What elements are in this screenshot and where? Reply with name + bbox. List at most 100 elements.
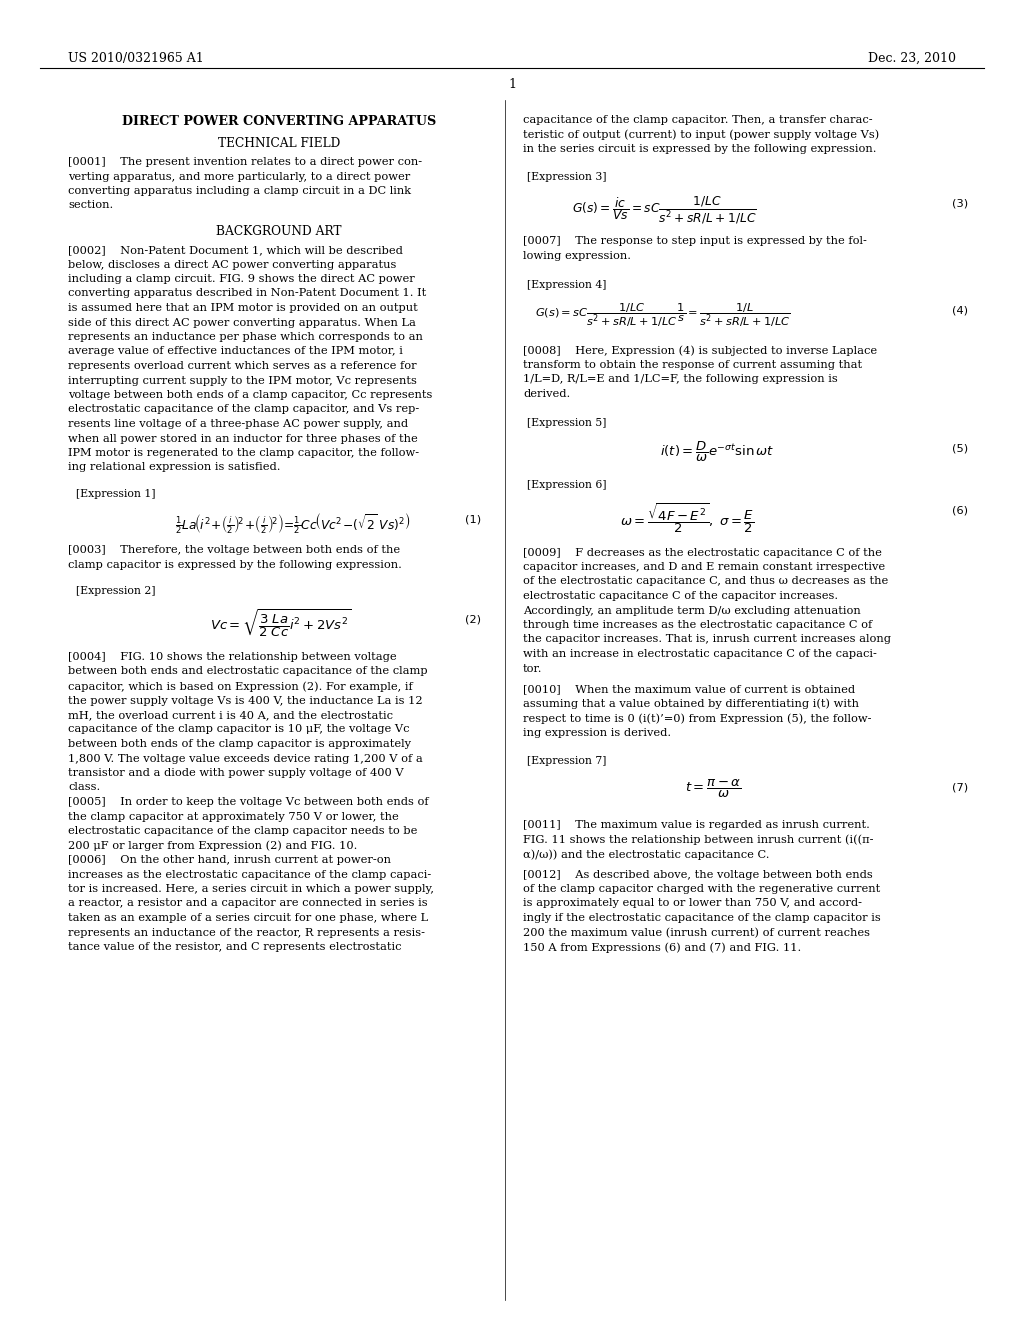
Text: in the series circuit is expressed by the following expression.: in the series circuit is expressed by th… xyxy=(523,144,877,154)
Text: [0010]    When the maximum value of current is obtained: [0010] When the maximum value of current… xyxy=(523,684,855,694)
Text: 200 the maximum value (inrush current) of current reaches: 200 the maximum value (inrush current) o… xyxy=(523,928,870,937)
Text: (7): (7) xyxy=(952,781,968,792)
Text: [0006]    On the other hand, inrush current at power-on: [0006] On the other hand, inrush current… xyxy=(68,855,391,865)
Text: capacitor increases, and D and E remain constant irrespective: capacitor increases, and D and E remain … xyxy=(523,562,885,572)
Text: including a clamp circuit. FIG. 9 shows the direct AC power: including a clamp circuit. FIG. 9 shows … xyxy=(68,275,415,284)
Text: α)/ω)) and the electrostatic capacitance C.: α)/ω)) and the electrostatic capacitance… xyxy=(523,849,769,859)
Text: side of this direct AC power converting apparatus. When La: side of this direct AC power converting … xyxy=(68,318,416,327)
Text: [0003]    Therefore, the voltage between both ends of the: [0003] Therefore, the voltage between bo… xyxy=(68,545,400,554)
Text: [Expression 2]: [Expression 2] xyxy=(76,586,156,597)
Text: [0007]    The response to step input is expressed by the fol-: [0007] The response to step input is exp… xyxy=(523,236,867,247)
Text: 1: 1 xyxy=(508,78,516,91)
Text: tor is increased. Here, a series circuit in which a power supply,: tor is increased. Here, a series circuit… xyxy=(68,884,434,894)
Text: of the electrostatic capacitance C, and thus ω decreases as the: of the electrostatic capacitance C, and … xyxy=(523,577,888,586)
Text: [Expression 1]: [Expression 1] xyxy=(76,488,156,499)
Text: assuming that a value obtained by differentiating i(t) with: assuming that a value obtained by differ… xyxy=(523,698,859,709)
Text: the clamp capacitor at approximately 750 V or lower, the: the clamp capacitor at approximately 750… xyxy=(68,812,398,821)
Text: [0005]    In order to keep the voltage Vc between both ends of: [0005] In order to keep the voltage Vc b… xyxy=(68,797,429,807)
Text: increases as the electrostatic capacitance of the clamp capaci-: increases as the electrostatic capacitan… xyxy=(68,870,431,879)
Text: [0012]    As described above, the voltage between both ends: [0012] As described above, the voltage b… xyxy=(523,870,872,879)
Text: (5): (5) xyxy=(952,444,968,454)
Text: capacitor, which is based on Expression (2). For example, if: capacitor, which is based on Expression … xyxy=(68,681,413,692)
Text: [Expression 4]: [Expression 4] xyxy=(527,280,606,289)
Text: represents overload current which serves as a reference for: represents overload current which serves… xyxy=(68,360,417,371)
Text: transform to obtain the response of current assuming that: transform to obtain the response of curr… xyxy=(523,360,862,370)
Text: [0002]    Non-Patent Document 1, which will be described: [0002] Non-Patent Document 1, which will… xyxy=(68,246,402,255)
Text: through time increases as the electrostatic capacitance C of: through time increases as the electrosta… xyxy=(523,620,872,630)
Text: [0011]    The maximum value is regarded as inrush current.: [0011] The maximum value is regarded as … xyxy=(523,820,869,830)
Text: [Expression 3]: [Expression 3] xyxy=(527,173,606,182)
Text: $\frac{1}{2}La\!\left(i^2\!+\!\left(\frac{i}{2}\right)^{\!2}\!+\!\left(\frac{i}{: $\frac{1}{2}La\!\left(i^2\!+\!\left(\fra… xyxy=(175,511,411,536)
Text: respect to time is 0 (i(t)’=0) from Expression (5), the follow-: respect to time is 0 (i(t)’=0) from Expr… xyxy=(523,713,871,723)
Text: Dec. 23, 2010: Dec. 23, 2010 xyxy=(868,51,956,65)
Text: tance value of the resistor, and C represents electrostatic: tance value of the resistor, and C repre… xyxy=(68,942,401,952)
Text: 1/L=D, R/L=E and 1/LC=F, the following expression is: 1/L=D, R/L=E and 1/LC=F, the following e… xyxy=(523,375,838,384)
Text: (2): (2) xyxy=(465,614,481,624)
Text: verting apparatus, and more particularly, to a direct power: verting apparatus, and more particularly… xyxy=(68,172,411,181)
Text: [Expression 5]: [Expression 5] xyxy=(527,417,606,428)
Text: Accordingly, an amplitude term D/ω excluding attenuation: Accordingly, an amplitude term D/ω exclu… xyxy=(523,606,861,615)
Text: of the clamp capacitor charged with the regenerative current: of the clamp capacitor charged with the … xyxy=(523,884,881,894)
Text: $G(s) = sC\dfrac{1/LC}{s^2+sR/L+1/LC}\dfrac{1}{s} = \dfrac{1/L}{s^2+sR/L+1/LC}$: $G(s) = sC\dfrac{1/LC}{s^2+sR/L+1/LC}\df… xyxy=(535,301,791,329)
Text: represents an inductance per phase which corresponds to an: represents an inductance per phase which… xyxy=(68,333,423,342)
Text: voltage between both ends of a clamp capacitor, Cc represents: voltage between both ends of a clamp cap… xyxy=(68,389,432,400)
Text: $\omega = \dfrac{\sqrt{4F-E^2}}{2},\;\sigma = \dfrac{E}{2}$: $\omega = \dfrac{\sqrt{4F-E^2}}{2},\;\si… xyxy=(620,502,754,536)
Text: $Vc = \sqrt{\dfrac{3\;La}{2\;Cc}i^2 + 2Vs^2}$: $Vc = \sqrt{\dfrac{3\;La}{2\;Cc}i^2 + 2V… xyxy=(210,609,351,640)
Text: ing relational expression is satisfied.: ing relational expression is satisfied. xyxy=(68,462,281,473)
Text: ingly if the electrostatic capacitance of the clamp capacitor is: ingly if the electrostatic capacitance o… xyxy=(523,913,881,923)
Text: teristic of output (current) to input (power supply voltage Vs): teristic of output (current) to input (p… xyxy=(523,129,880,140)
Text: electrostatic capacitance of the clamp capacitor needs to be: electrostatic capacitance of the clamp c… xyxy=(68,826,418,836)
Text: when all power stored in an inductor for three phases of the: when all power stored in an inductor for… xyxy=(68,433,418,444)
Text: the capacitor increases. That is, inrush current increases along: the capacitor increases. That is, inrush… xyxy=(523,635,891,644)
Text: [0004]    FIG. 10 shows the relationship between voltage: [0004] FIG. 10 shows the relationship be… xyxy=(68,652,396,663)
Text: 1,800 V. The voltage value exceeds device rating 1,200 V of a: 1,800 V. The voltage value exceeds devic… xyxy=(68,754,423,763)
Text: with an increase in electrostatic capacitance C of the capaci-: with an increase in electrostatic capaci… xyxy=(523,649,877,659)
Text: electrostatic capacitance C of the capacitor increases.: electrostatic capacitance C of the capac… xyxy=(523,591,838,601)
Text: resents line voltage of a three-phase AC power supply, and: resents line voltage of a three-phase AC… xyxy=(68,418,409,429)
Text: DIRECT POWER CONVERTING APPARATUS: DIRECT POWER CONVERTING APPARATUS xyxy=(122,115,436,128)
Text: class.: class. xyxy=(68,783,100,792)
Text: between both ends and electrostatic capacitance of the clamp: between both ends and electrostatic capa… xyxy=(68,667,428,676)
Text: $i(t) = \dfrac{D}{\omega}e^{-\sigma t}\sin\omega t$: $i(t) = \dfrac{D}{\omega}e^{-\sigma t}\s… xyxy=(660,440,774,463)
Text: [0009]    F decreases as the electrostatic capacitance C of the: [0009] F decreases as the electrostatic … xyxy=(523,548,882,557)
Text: [Expression 6]: [Expression 6] xyxy=(527,479,606,490)
Text: a reactor, a resistor and a capacitor are connected in series is: a reactor, a resistor and a capacitor ar… xyxy=(68,899,428,908)
Text: converting apparatus including a clamp circuit in a DC link: converting apparatus including a clamp c… xyxy=(68,186,411,195)
Text: clamp capacitor is expressed by the following expression.: clamp capacitor is expressed by the foll… xyxy=(68,560,401,569)
Text: transistor and a diode with power supply voltage of 400 V: transistor and a diode with power supply… xyxy=(68,768,403,777)
Text: converting apparatus described in Non-Patent Document 1. It: converting apparatus described in Non-Pa… xyxy=(68,289,426,298)
Text: section.: section. xyxy=(68,201,114,210)
Text: [0001]    The present invention relates to a direct power con-: [0001] The present invention relates to … xyxy=(68,157,422,168)
Text: average value of effective inductances of the IPM motor, i: average value of effective inductances o… xyxy=(68,346,402,356)
Text: represents an inductance of the reactor, R represents a resis-: represents an inductance of the reactor,… xyxy=(68,928,425,937)
Text: 150 A from Expressions (6) and (7) and FIG. 11.: 150 A from Expressions (6) and (7) and F… xyxy=(523,942,801,953)
Text: [0008]    Here, Expression (4) is subjected to inverse Laplace: [0008] Here, Expression (4) is subjected… xyxy=(523,346,878,356)
Text: (3): (3) xyxy=(952,198,968,209)
Text: capacitance of the clamp capacitor. Then, a transfer charac-: capacitance of the clamp capacitor. Then… xyxy=(523,115,872,125)
Text: below, discloses a direct AC power converting apparatus: below, discloses a direct AC power conve… xyxy=(68,260,396,269)
Text: capacitance of the clamp capacitor is 10 μF, the voltage Vc: capacitance of the clamp capacitor is 10… xyxy=(68,725,410,734)
Text: [Expression 7]: [Expression 7] xyxy=(527,756,606,766)
Text: IPM motor is regenerated to the clamp capacitor, the follow-: IPM motor is regenerated to the clamp ca… xyxy=(68,447,419,458)
Text: 200 μF or larger from Expression (2) and FIG. 10.: 200 μF or larger from Expression (2) and… xyxy=(68,841,357,851)
Text: derived.: derived. xyxy=(523,389,570,399)
Text: FIG. 11 shows the relationship between inrush current (i((π-: FIG. 11 shows the relationship between i… xyxy=(523,834,873,845)
Text: $t = \dfrac{\pi - \alpha}{\omega}$: $t = \dfrac{\pi - \alpha}{\omega}$ xyxy=(685,777,741,800)
Text: BACKGROUND ART: BACKGROUND ART xyxy=(216,224,342,238)
Text: between both ends of the clamp capacitor is approximately: between both ends of the clamp capacitor… xyxy=(68,739,411,748)
Text: TECHNICAL FIELD: TECHNICAL FIELD xyxy=(218,137,340,150)
Text: lowing expression.: lowing expression. xyxy=(523,251,631,261)
Text: is approximately equal to or lower than 750 V, and accord-: is approximately equal to or lower than … xyxy=(523,899,862,908)
Text: interrupting current supply to the IPM motor, Vc represents: interrupting current supply to the IPM m… xyxy=(68,375,417,385)
Text: mH, the overload current i is 40 A, and the electrostatic: mH, the overload current i is 40 A, and … xyxy=(68,710,393,719)
Text: the power supply voltage Vs is 400 V, the inductance La is 12: the power supply voltage Vs is 400 V, th… xyxy=(68,696,423,705)
Text: (6): (6) xyxy=(952,506,968,516)
Text: US 2010/0321965 A1: US 2010/0321965 A1 xyxy=(68,51,204,65)
Text: (1): (1) xyxy=(465,515,481,525)
Text: ing expression is derived.: ing expression is derived. xyxy=(523,727,671,738)
Text: is assumed here that an IPM motor is provided on an output: is assumed here that an IPM motor is pro… xyxy=(68,304,418,313)
Text: taken as an example of a series circuit for one phase, where L: taken as an example of a series circuit … xyxy=(68,913,428,923)
Text: tor.: tor. xyxy=(523,664,543,673)
Text: electrostatic capacitance of the clamp capacitor, and Vs rep-: electrostatic capacitance of the clamp c… xyxy=(68,404,419,414)
Text: (4): (4) xyxy=(952,305,968,315)
